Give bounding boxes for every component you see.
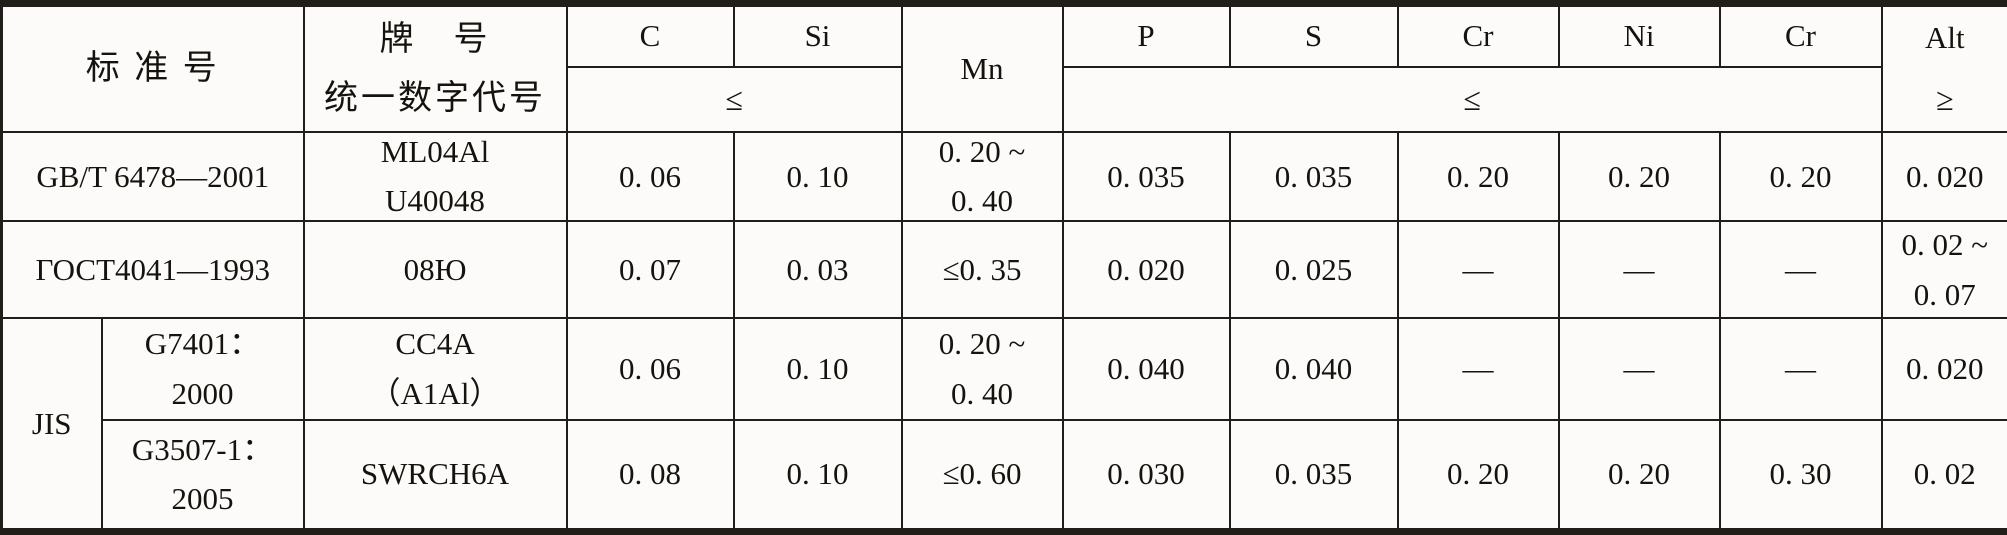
standard-group-cell-jis: JIS <box>0 316 103 533</box>
header-element-si: Si <box>732 2 903 68</box>
value-cell-mn: 0. 20 ~ 0. 40 <box>900 130 1064 223</box>
grade-cell: 08Ю <box>302 220 568 319</box>
header-grade: 牌 号 统一数字代号 <box>302 2 568 133</box>
value-cell-ni: — <box>1557 220 1721 319</box>
grade-cell: CC4A （A1Al） <box>302 316 568 421</box>
header-standard: 标 准 号 <box>0 2 305 133</box>
value-cell-mn: ≤0. 35 <box>900 220 1064 319</box>
value-cell-p: 0. 040 <box>1061 316 1231 421</box>
table-row-jis-g7401: JIS G7401： 2000 CC4A （A1Al） 0. 06 0. 10 … <box>0 316 2007 533</box>
value-cell-cr1: — <box>1396 220 1560 319</box>
value-cell-alt: 0. 020 <box>1880 130 2007 223</box>
value-cell-c: 0. 08 <box>565 418 735 533</box>
grade-line: ML04Al <box>380 133 490 169</box>
header-element-mn: Mn <box>900 2 1064 133</box>
le-symbol-c-si: ≤ <box>565 65 903 133</box>
value-cell-s: 0. 035 <box>1228 418 1399 533</box>
value-cell-mn: 0. 20 ~ 0. 40 <box>900 316 1064 421</box>
value-cell-s: 0. 035 <box>1228 130 1399 223</box>
value-cell-cr2: — <box>1718 220 1883 319</box>
grade-cell: SWRCH6A <box>302 418 568 533</box>
alt-line: 0. 07 <box>1913 276 1976 312</box>
value-cell-s: 0. 040 <box>1228 316 1399 421</box>
header-element-ni: Ni <box>1557 2 1721 68</box>
value-cell-c: 0. 07 <box>565 220 735 319</box>
value-cell-si: 0. 10 <box>732 316 903 421</box>
value-cell-cr2: 0. 20 <box>1718 130 1883 223</box>
alt-line: 0. 02 ~ <box>1901 226 1989 262</box>
value-cell-p: 0. 020 <box>1061 220 1231 319</box>
header-grade-line2: 统一数字代号 <box>324 79 546 117</box>
ge-symbol: ≥ <box>1935 81 1954 118</box>
grade-line: CC4A <box>395 326 475 362</box>
standard-cell: G7401： 2000 <box>100 316 305 421</box>
header-element-c: C <box>565 2 735 68</box>
value-cell-cr1: 0. 20 <box>1396 418 1560 533</box>
standard-line: 2005 <box>171 481 234 517</box>
header-row-2: ≤ ≤ <box>2 65 2007 133</box>
value-cell-c: 0. 06 <box>565 316 735 421</box>
standard-line: 2000 <box>171 375 234 411</box>
standard-line: G7401： <box>144 326 261 362</box>
mn-line: 0. 20 ~ <box>938 326 1026 362</box>
value-cell-cr1: 0. 20 <box>1396 130 1560 223</box>
value-cell-mn: ≤0. 60 <box>900 418 1064 533</box>
header-alt-label: Alt <box>1924 20 1965 56</box>
grade-line: （A1Al） <box>369 375 501 411</box>
header-element-alt: Alt ≥ <box>1880 2 2007 133</box>
value-cell-ni: 0. 20 <box>1557 418 1721 533</box>
value-cell-alt: 0. 020 <box>1880 316 2007 421</box>
value-cell-cr1: — <box>1396 316 1560 421</box>
mn-line: 0. 40 <box>951 375 1013 411</box>
mn-line: 0. 20 ~ <box>938 133 1026 169</box>
header-element-s: S <box>1228 2 1399 68</box>
header-element-p: P <box>1061 2 1231 68</box>
mn-line: 0. 40 <box>951 183 1013 219</box>
header-element-cr2: Cr <box>1718 2 1883 68</box>
value-cell-p: 0. 035 <box>1061 130 1231 223</box>
standard-line: G3507-1： <box>131 431 274 467</box>
value-cell-alt: 0. 02 ~ 0. 07 <box>1880 220 2007 319</box>
grade-cell: ML04Al U40048 <box>302 130 568 223</box>
table-row-gbt: GB/T 6478—2001 ML04Al U40048 0. 06 0. 10… <box>0 130 2007 223</box>
value-cell-p: 0. 030 <box>1061 418 1231 533</box>
value-cell-s: 0. 025 <box>1228 220 1399 319</box>
value-cell-cr2: — <box>1718 316 1883 421</box>
header-grade-line1: 牌 号 <box>379 20 491 58</box>
header-row-1: 标 准 号 牌 号 统一数字代号 C Si Mn P S Cr Ni Cr Al… <box>0 2 2007 133</box>
value-cell-c: 0. 06 <box>565 130 735 223</box>
value-cell-cr2: 0. 30 <box>1718 418 1883 533</box>
le-symbol-p-to-cr: ≤ <box>1061 65 1883 133</box>
standard-cell: ГОСТ4041—1993 <box>0 220 305 319</box>
standard-cell: GB/T 6478—2001 <box>0 130 305 223</box>
value-cell-si: 0. 10 <box>732 130 903 223</box>
table-row-jis-g3507: G3507-1： 2005 SWRCH6A 0. 08 0. 10 ≤0. 60… <box>2 418 2007 533</box>
value-cell-si: 0. 10 <box>732 418 903 533</box>
header-element-cr1: Cr <box>1396 2 1560 68</box>
standard-cell: G3507-1： 2005 <box>100 418 305 533</box>
table-row-gost: ГОСТ4041—1993 08Ю 0. 07 0. 03 ≤0. 35 0. … <box>0 220 2007 319</box>
value-cell-ni: — <box>1557 316 1721 421</box>
value-cell-alt: 0. 02 <box>1880 418 2007 533</box>
value-cell-si: 0. 03 <box>732 220 903 319</box>
grade-line: U40048 <box>385 183 485 219</box>
value-cell-ni: 0. 20 <box>1557 130 1721 223</box>
